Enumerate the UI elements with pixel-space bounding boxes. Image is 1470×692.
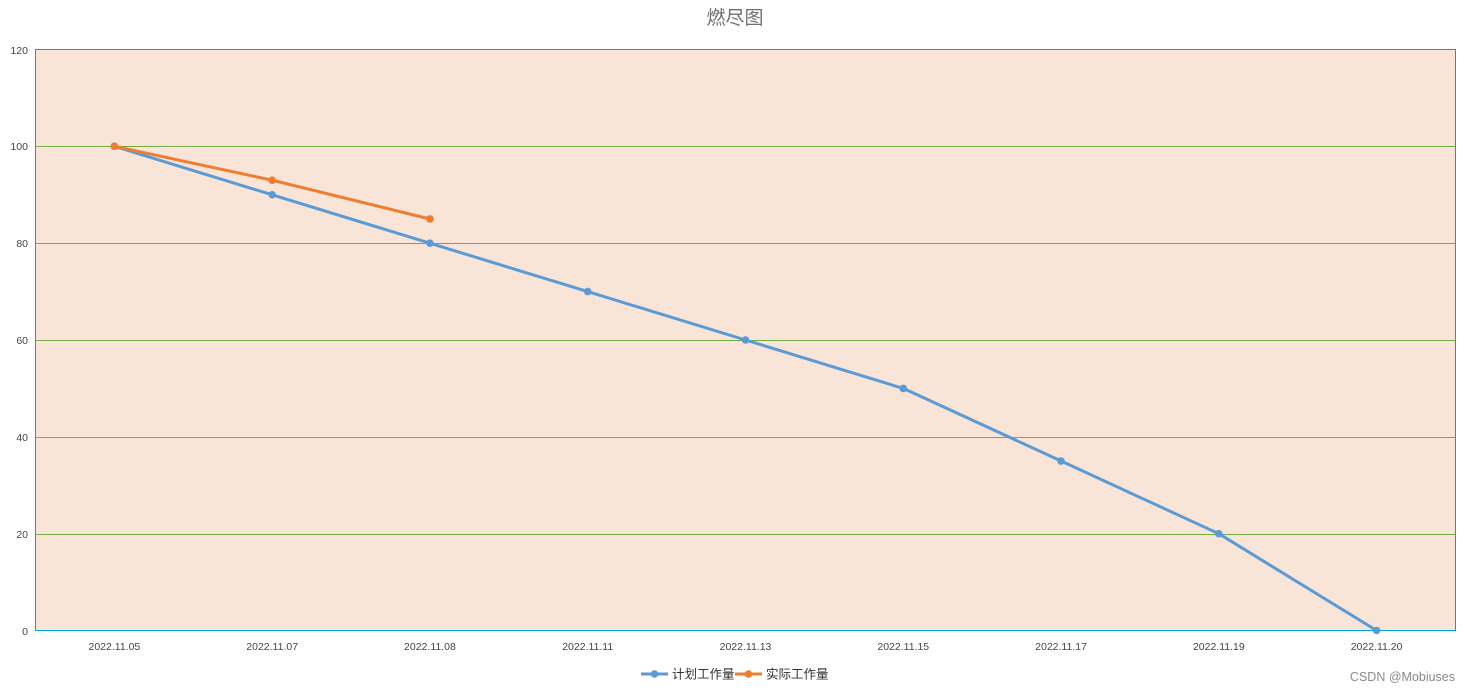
x-tick-label: 2022.11.07 <box>246 641 298 653</box>
y-tick-label: 100 <box>10 141 28 153</box>
x-tick-label: 2022.11.17 <box>1035 641 1087 653</box>
y-tick-label: 20 <box>16 529 28 541</box>
series-1-point <box>268 190 276 199</box>
x-tick-label: 2022.11.15 <box>877 641 929 653</box>
series-1-point <box>1372 626 1381 635</box>
y-tick-label: 120 <box>10 45 28 57</box>
legend-marker-dot <box>744 670 753 678</box>
legend-marker-dot <box>650 670 659 678</box>
series-1-point <box>583 287 592 296</box>
series-2-point <box>268 176 276 185</box>
y-axis-ticks: 0 20 40 60 80 100 120 <box>10 45 28 638</box>
series-1-point <box>741 336 750 344</box>
series-lines <box>110 142 1381 635</box>
x-tick-label: 2022.11.05 <box>88 641 140 653</box>
legend: 计划工作量 实际工作量 <box>641 667 829 682</box>
x-tick-label: 2022.11.11 <box>562 641 613 653</box>
legend-label: 计划工作量 <box>672 667 735 682</box>
watermark-text: CSDN @Mobiuses <box>1350 670 1455 684</box>
y-tick-label: 0 <box>22 626 28 638</box>
x-tick-label: 2022.11.13 <box>720 641 772 653</box>
x-tick-label: 2022.11.08 <box>404 641 456 653</box>
series-1-point <box>1057 457 1065 465</box>
y-tick-label: 40 <box>16 432 28 444</box>
chart-title: 燃尽图 <box>706 7 763 29</box>
x-tick-label: 2022.11.19 <box>1193 641 1245 653</box>
x-axis-ticks: 2022.11.05 2022.11.07 2022.11.08 2022.11.11… <box>88 641 1402 653</box>
series-2-point <box>426 215 434 223</box>
y-tick-label: 80 <box>16 238 28 250</box>
series-1-point <box>899 384 908 393</box>
y-tick-label: 60 <box>16 335 28 347</box>
series-2-point <box>110 142 119 151</box>
legend-label: 实际工作量 <box>766 667 829 682</box>
series-1-point <box>1215 529 1223 538</box>
x-tick-label: 2022.11.20 <box>1351 641 1403 653</box>
series-1-point <box>426 239 434 247</box>
